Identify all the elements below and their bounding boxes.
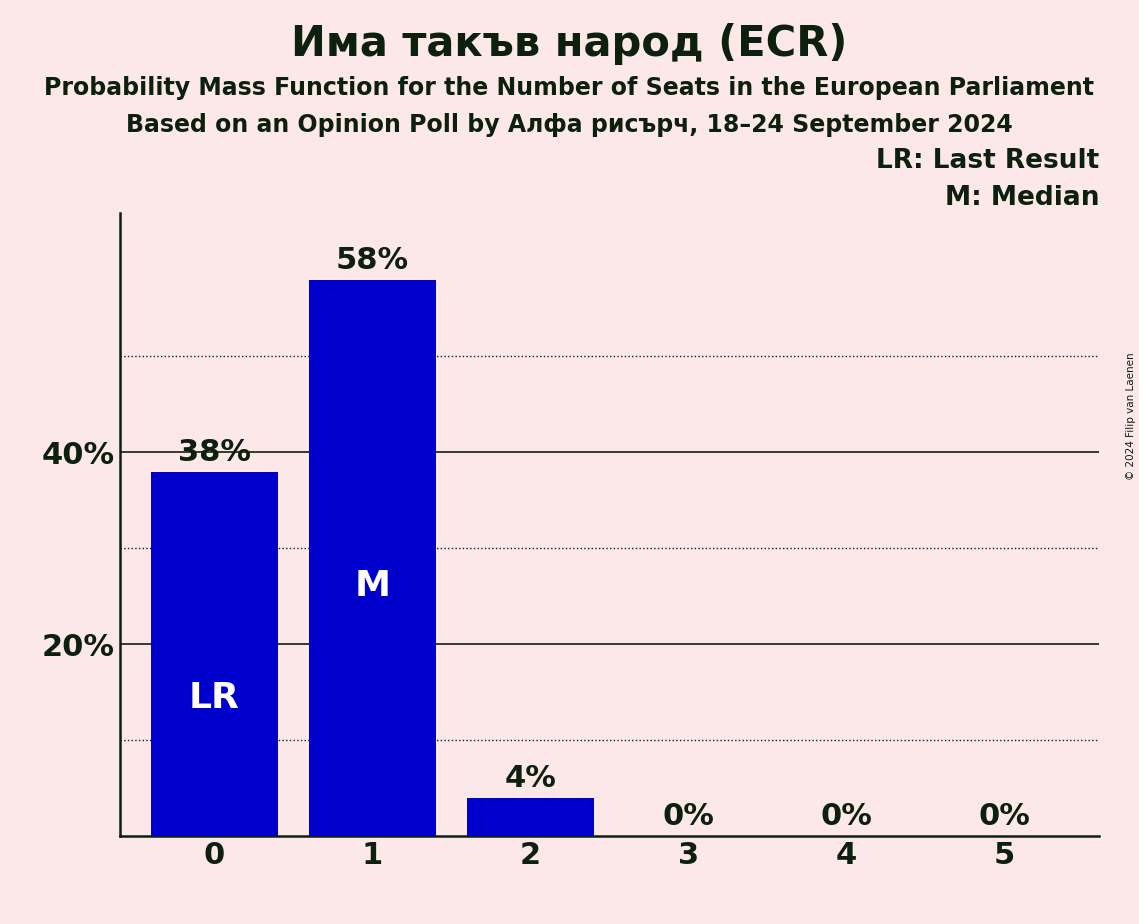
Bar (467, 797, 593, 836)
Text: M: Median: M: Median (944, 185, 1099, 211)
Text: 4%: 4% (505, 764, 556, 793)
Text: Има такъв народ (ECR): Има такъв народ (ECR) (292, 23, 847, 65)
Text: LR: Last Result: LR: Last Result (876, 148, 1099, 174)
Bar (309, 280, 435, 836)
Text: 0%: 0% (978, 802, 1031, 832)
Text: Probability Mass Function for the Number of Seats in the European Parliament: Probability Mass Function for the Number… (44, 76, 1095, 100)
Text: © 2024 Filip van Laenen: © 2024 Filip van Laenen (1126, 352, 1136, 480)
Bar (151, 471, 278, 836)
Text: 58%: 58% (336, 246, 409, 275)
Text: 38%: 38% (178, 438, 251, 467)
Text: Based on an Opinion Poll by Алфа рисърч, 18–24 September 2024: Based on an Opinion Poll by Алфа рисърч,… (126, 113, 1013, 137)
Text: M: M (354, 569, 391, 602)
Text: 0%: 0% (663, 802, 714, 832)
Text: LR: LR (189, 681, 240, 714)
Text: 0%: 0% (820, 802, 872, 832)
